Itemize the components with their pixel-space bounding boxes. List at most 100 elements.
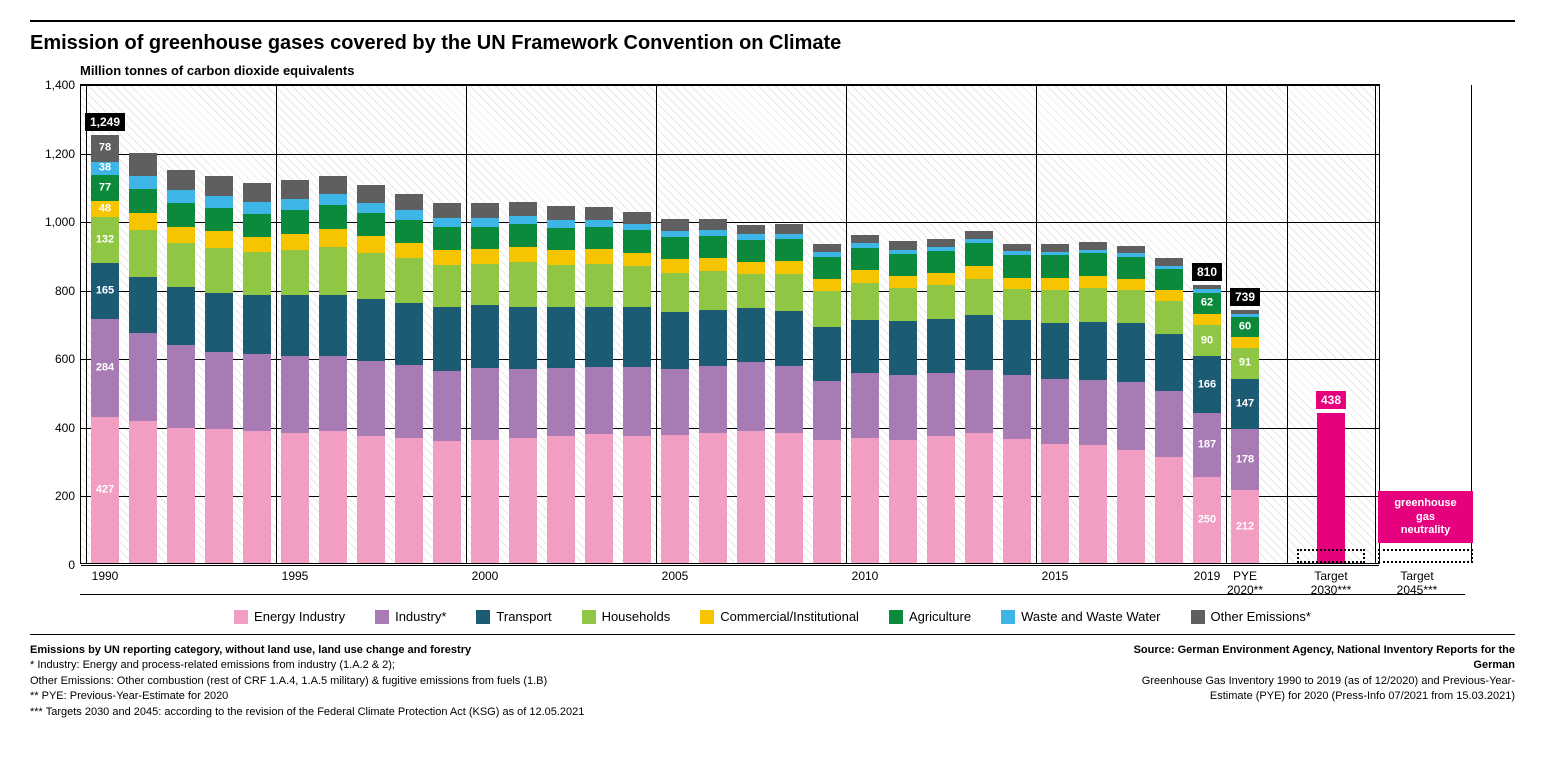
bar-segment-other	[813, 244, 841, 253]
bar-segment-agriculture	[167, 203, 195, 227]
x-tick-label: 2000	[472, 569, 499, 583]
bar-segment-industry	[699, 366, 727, 434]
bar-segment-agriculture	[927, 251, 955, 273]
bar-segment-energy	[167, 428, 195, 563]
bar-segment-industry	[319, 356, 347, 431]
bar-segment-industry	[433, 371, 461, 441]
bar-segment-waste	[1193, 289, 1221, 292]
segment-value-label: 60	[1231, 322, 1259, 333]
bar-segment-transport	[1079, 322, 1107, 380]
bar-segment-commercial	[1003, 278, 1031, 289]
legend-label: Households	[602, 609, 671, 624]
bar-segment-households	[319, 247, 347, 295]
bar-segment-agriculture	[623, 230, 651, 252]
bar-segment-waste	[319, 194, 347, 205]
bar-segment-other	[243, 183, 271, 202]
bar-segment-agriculture	[319, 205, 347, 228]
bar-segment-industry	[471, 368, 499, 439]
bar-segment-commercial	[585, 249, 613, 263]
bar-segment-agriculture	[775, 239, 803, 262]
bar-segment-industry	[281, 356, 309, 433]
bar-segment-industry	[1003, 375, 1031, 438]
bar-segment-waste	[509, 216, 537, 224]
bar-segment-transport	[547, 307, 575, 369]
y-tick-label: 0	[68, 558, 75, 572]
bar-segment-other	[129, 153, 157, 176]
legend-label: Industry*	[395, 609, 446, 624]
bar-segment-waste	[1155, 266, 1183, 269]
bar-segment-industry	[927, 373, 955, 436]
bar-segment-transport	[1041, 323, 1069, 380]
bar-segment-energy	[661, 435, 689, 563]
bar-segment-other	[1079, 242, 1107, 250]
legend-label: Other Emissions*	[1211, 609, 1311, 624]
bar-segment-commercial	[357, 236, 385, 252]
bar-segment-industry	[1155, 391, 1183, 458]
gridline-v	[466, 85, 467, 563]
bar-segment-transport	[243, 295, 271, 354]
bar-segment-transport	[1155, 334, 1183, 391]
y-tick-label: 200	[55, 489, 75, 503]
bar-segment-commercial	[395, 243, 423, 258]
bar-segment-industry	[623, 367, 651, 436]
bar-segment-energy	[965, 433, 993, 563]
bar-segment-commercial	[433, 250, 461, 265]
bar-segment-industry	[1079, 380, 1107, 445]
bar-segment-other	[889, 241, 917, 249]
legend-label: Waste and Waste Water	[1021, 609, 1160, 624]
bar-segment-commercial: 48	[91, 201, 119, 217]
bar-segment-waste	[661, 231, 689, 237]
bar-segment-agriculture: 60	[1231, 317, 1259, 338]
bar-segment-energy	[129, 421, 157, 563]
legend-item-households: Households	[582, 609, 671, 624]
bar-segment-other	[1041, 244, 1069, 252]
bar-segment-transport	[129, 277, 157, 334]
bar-segment-households	[167, 243, 195, 287]
bar-segment-commercial	[281, 234, 309, 250]
bar-segment-transport	[1003, 320, 1031, 376]
bar-segment-commercial	[167, 227, 195, 243]
x-tick-label: 2019	[1194, 569, 1221, 583]
legend-item-transport: Transport	[476, 609, 551, 624]
bar-segment-households	[1079, 288, 1107, 322]
bar-segment-commercial	[129, 213, 157, 230]
bar-segment-energy	[547, 436, 575, 563]
segment-value-label: 77	[91, 182, 119, 193]
bar-segment-households: 132	[91, 217, 119, 262]
bar-segment-agriculture	[243, 214, 271, 237]
bar-segment-other	[357, 185, 385, 203]
legend-swatch	[889, 610, 903, 624]
segment-value-label: 250	[1193, 515, 1221, 526]
bar-segment-waste	[851, 243, 879, 247]
bar-segment-industry	[357, 361, 385, 436]
bar-segment-other	[319, 176, 347, 195]
total-label: 1,249	[85, 113, 125, 131]
bar-segment-agriculture	[471, 227, 499, 250]
bar-segment-agriculture	[547, 228, 575, 250]
bar-segment-waste	[889, 250, 917, 254]
bar-segment-other	[509, 202, 537, 216]
bar-segment-industry	[737, 362, 765, 431]
x-tick-label: PYE2020**	[1227, 569, 1263, 597]
segment-value-label: 178	[1231, 454, 1259, 465]
legend-item-waste: Waste and Waste Water	[1001, 609, 1160, 624]
bar-segment-other	[433, 203, 461, 218]
y-tick-label: 400	[55, 421, 75, 435]
bar-segment-waste	[775, 234, 803, 239]
bar-segment-other	[585, 207, 613, 220]
x-tick-label: 2010	[852, 569, 879, 583]
bar-segment-transport	[1117, 323, 1145, 382]
bar-segment-households	[281, 250, 309, 295]
bar-segment-waste	[927, 247, 955, 251]
x-tick-label: 1995	[282, 569, 309, 583]
source-right: Source: German Environment Agency, Natio…	[1095, 643, 1515, 720]
bar-segment-commercial	[319, 229, 347, 247]
legend-swatch	[234, 610, 248, 624]
bar-segment-waste	[1041, 252, 1069, 256]
bar-segment-agriculture	[433, 227, 461, 250]
bar-segment-agriculture	[813, 257, 841, 279]
legend-label: Energy Industry	[254, 609, 345, 624]
bar-segment-transport	[357, 299, 385, 361]
bar-segment-transport	[889, 321, 917, 375]
bar-segment-agriculture	[585, 227, 613, 249]
